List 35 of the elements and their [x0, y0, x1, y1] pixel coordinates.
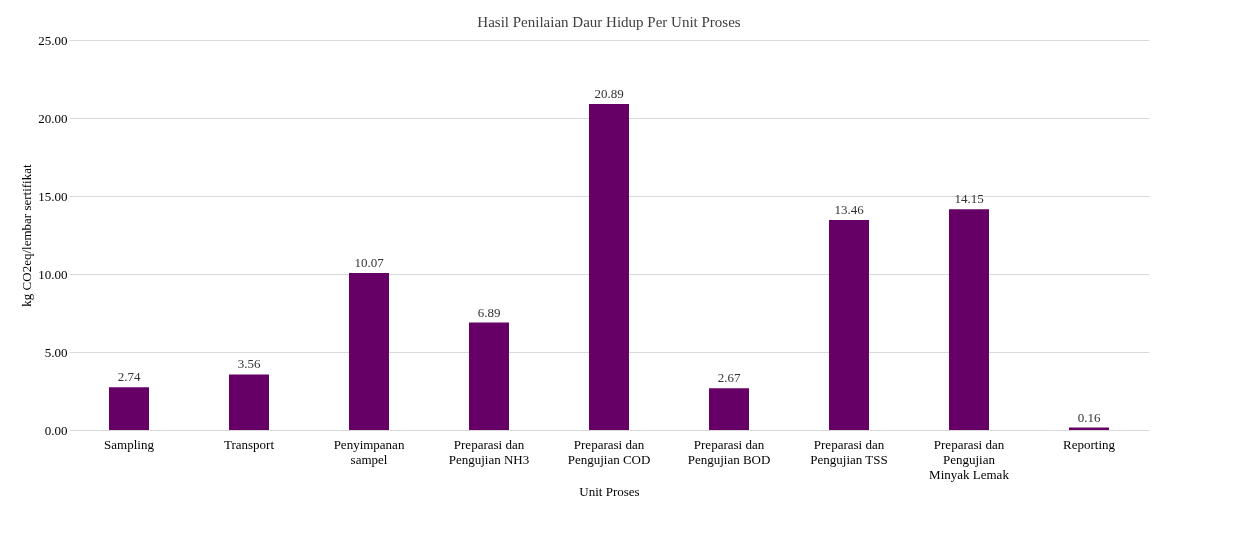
x-tick-label: Preparasi dan Pengujian BOD	[687, 436, 771, 467]
data-label: 2.74	[117, 369, 141, 385]
bar	[829, 220, 869, 430]
x-tick-label: Reporting	[1063, 436, 1116, 452]
y-tick-label: 0.00	[44, 422, 68, 438]
x-tick-label: Transport	[223, 436, 275, 452]
y-tick-label: 20.00	[38, 110, 68, 126]
x-axis-title: Unit Proses	[579, 483, 640, 499]
bar	[349, 272, 389, 430]
x-tick-label: Penyimpanan sampel	[333, 436, 405, 467]
x-tick-label: Sampling	[104, 436, 155, 452]
bar	[949, 209, 989, 430]
y-axis-title: kg CO2eq/lembar sertifikat	[19, 164, 35, 307]
data-label: 3.56	[237, 356, 261, 372]
bar	[589, 104, 629, 430]
data-label: 20.89	[594, 86, 624, 102]
data-label: 10.07	[354, 254, 385, 270]
bar	[469, 322, 509, 430]
bar	[109, 387, 149, 430]
data-label: 14.15	[954, 191, 984, 207]
x-tick-label: Preparasi dan Pengujian Minyak Lemak	[929, 436, 1010, 482]
data-label: 13.46	[834, 202, 865, 218]
y-tick-label: 10.00	[38, 266, 68, 282]
y-tick-label: 25.00	[38, 32, 68, 48]
x-tick-label: Preparasi dan Pengujian COD	[567, 436, 651, 467]
data-label: 0.16	[1077, 409, 1101, 425]
y-tick-label: 5.00	[44, 344, 68, 360]
y-tick-label: 15.00	[38, 188, 68, 204]
data-label: 2.67	[717, 370, 741, 386]
bar	[709, 388, 749, 430]
x-tick-label: Preparasi dan Pengujian TSS	[810, 436, 888, 467]
x-tick-label: Preparasi dan Pengujian NH3	[448, 436, 530, 467]
bar	[229, 374, 269, 430]
chart-title: Hasil Penilaian Daur Hidup Per Unit Proses	[477, 14, 741, 30]
data-label: 6.89	[477, 304, 501, 320]
